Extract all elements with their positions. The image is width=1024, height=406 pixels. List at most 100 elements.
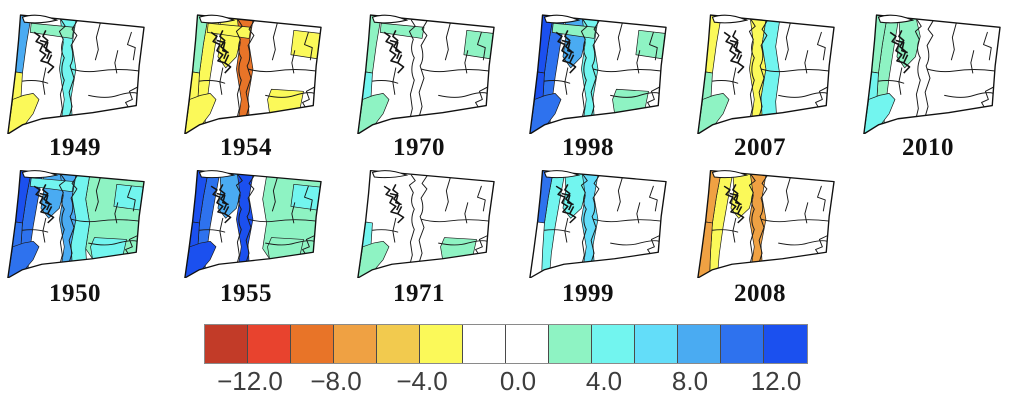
colorbar-tick-label: −12.0: [217, 366, 283, 396]
state-outline: [357, 169, 495, 278]
state-outline: [7, 14, 145, 134]
zone-se: [90, 237, 127, 260]
puget-sound-detail: [723, 29, 745, 74]
strait-of-juan-de-fuca: [371, 170, 409, 179]
strait-of-juan-de-fuca: [877, 14, 915, 24]
map-year-label: 1949: [49, 134, 101, 161]
colorbar-cell-8: [506, 325, 549, 363]
colorbar-cell-4: [334, 325, 377, 363]
map-year-label: 1999: [562, 280, 614, 307]
state-outline: [697, 14, 835, 134]
map-panel-1949: [3, 10, 145, 134]
state-outline: [529, 14, 667, 134]
state-outline: [7, 169, 145, 278]
state-outline: [697, 169, 835, 278]
strait-of-juan-de-fuca: [711, 170, 749, 179]
colorbar-cell-9: [549, 325, 592, 363]
map-year-label: 1955: [220, 280, 272, 307]
county-boundaries: [21, 19, 140, 122]
colorbar-cell-1: [205, 325, 248, 363]
zone-north: [379, 22, 425, 39]
map-2008: [697, 169, 835, 278]
map-panel-2010: [859, 10, 1001, 134]
zone-sound: [896, 16, 921, 69]
map-1970: [357, 14, 495, 134]
map-1955: [184, 169, 322, 278]
strait-of-juan-de-fuca: [198, 170, 236, 179]
zone-north: [551, 22, 597, 39]
puget-sound-detail: [723, 184, 745, 224]
puget-sound-detail: [33, 184, 55, 224]
strait-of-juan-de-fuca: [21, 170, 59, 179]
map-panel-1955: [180, 166, 322, 278]
strait-of-juan-de-fuca: [21, 14, 59, 24]
county-boundaries: [877, 19, 996, 122]
colorbar-cell-14: [764, 325, 807, 363]
county-boundaries: [543, 19, 662, 122]
map-year-label: 1971: [393, 280, 445, 307]
map-year-label: 1970: [393, 134, 445, 161]
colorbar-cell-2: [248, 325, 291, 363]
strait-of-juan-de-fuca: [543, 14, 581, 24]
zone-north: [29, 177, 75, 193]
map-1971: [357, 169, 495, 278]
county-boundaries: [543, 174, 662, 267]
strait-of-juan-de-fuca: [371, 14, 409, 24]
colorbar-tick-label: 8.0: [671, 366, 709, 396]
map-year-label: 2008: [734, 280, 786, 307]
puget-sound-detail: [555, 29, 577, 74]
colorbar-tick-label: −4.0: [396, 366, 448, 396]
colorbar-cell-7: [463, 325, 506, 363]
strait-of-juan-de-fuca: [198, 14, 236, 24]
puget-sound-detail: [383, 29, 405, 74]
map-year-label: 1954: [220, 134, 272, 161]
puget-sound-detail: [33, 29, 55, 74]
county-boundaries: [371, 19, 490, 122]
colorbar-cell-12: [678, 325, 721, 363]
state-outline: [529, 169, 667, 278]
puget-sound-detail: [555, 184, 577, 224]
colorbar-tick-label: 12.0: [750, 366, 802, 396]
strait-of-juan-de-fuca: [543, 170, 581, 179]
colorbar-cell-10: [592, 325, 635, 363]
state-outline: [863, 14, 1001, 134]
state-outline: [184, 169, 322, 278]
zone-se: [440, 237, 477, 260]
colorbar-cell-11: [635, 325, 678, 363]
map-1954: [184, 14, 322, 134]
state-outline: [184, 14, 322, 134]
colorbar-tick-label: −8.0: [310, 366, 362, 396]
county-boundaries: [21, 174, 140, 267]
colorbar-cell-5: [377, 325, 420, 363]
county-boundaries: [711, 174, 830, 267]
colorbar-cell-13: [721, 325, 764, 363]
colorbar-tick-label: 4.0: [585, 366, 623, 396]
zone-eastband: [760, 19, 780, 134]
map-year-label: 1998: [562, 134, 614, 161]
map-panel-1970: [353, 10, 495, 134]
map-1950: [7, 169, 145, 278]
puget-sound-detail: [889, 29, 911, 74]
zone-north: [206, 22, 252, 39]
map-panel-1971: [353, 166, 495, 278]
county-boundaries: [198, 174, 317, 267]
map-1949: [7, 14, 145, 134]
zone-north: [29, 22, 75, 39]
county-boundaries: [711, 19, 830, 122]
puget-sound-detail: [210, 29, 232, 74]
map-year-label: 2007: [734, 134, 786, 161]
colorbar-cell-6: [420, 325, 463, 363]
map-1998: [529, 14, 667, 134]
zone-eastband: [70, 174, 90, 278]
zone-se: [267, 237, 304, 260]
puget-sound-detail: [210, 184, 232, 224]
map-2007: [697, 14, 835, 134]
strait-of-juan-de-fuca: [711, 14, 749, 24]
map-panel-2008: [693, 166, 835, 278]
puget-sound-detail: [383, 184, 405, 224]
map-year-label: 2010: [902, 134, 954, 161]
map-panel-1950: [3, 166, 145, 278]
state-outline: [357, 14, 495, 134]
